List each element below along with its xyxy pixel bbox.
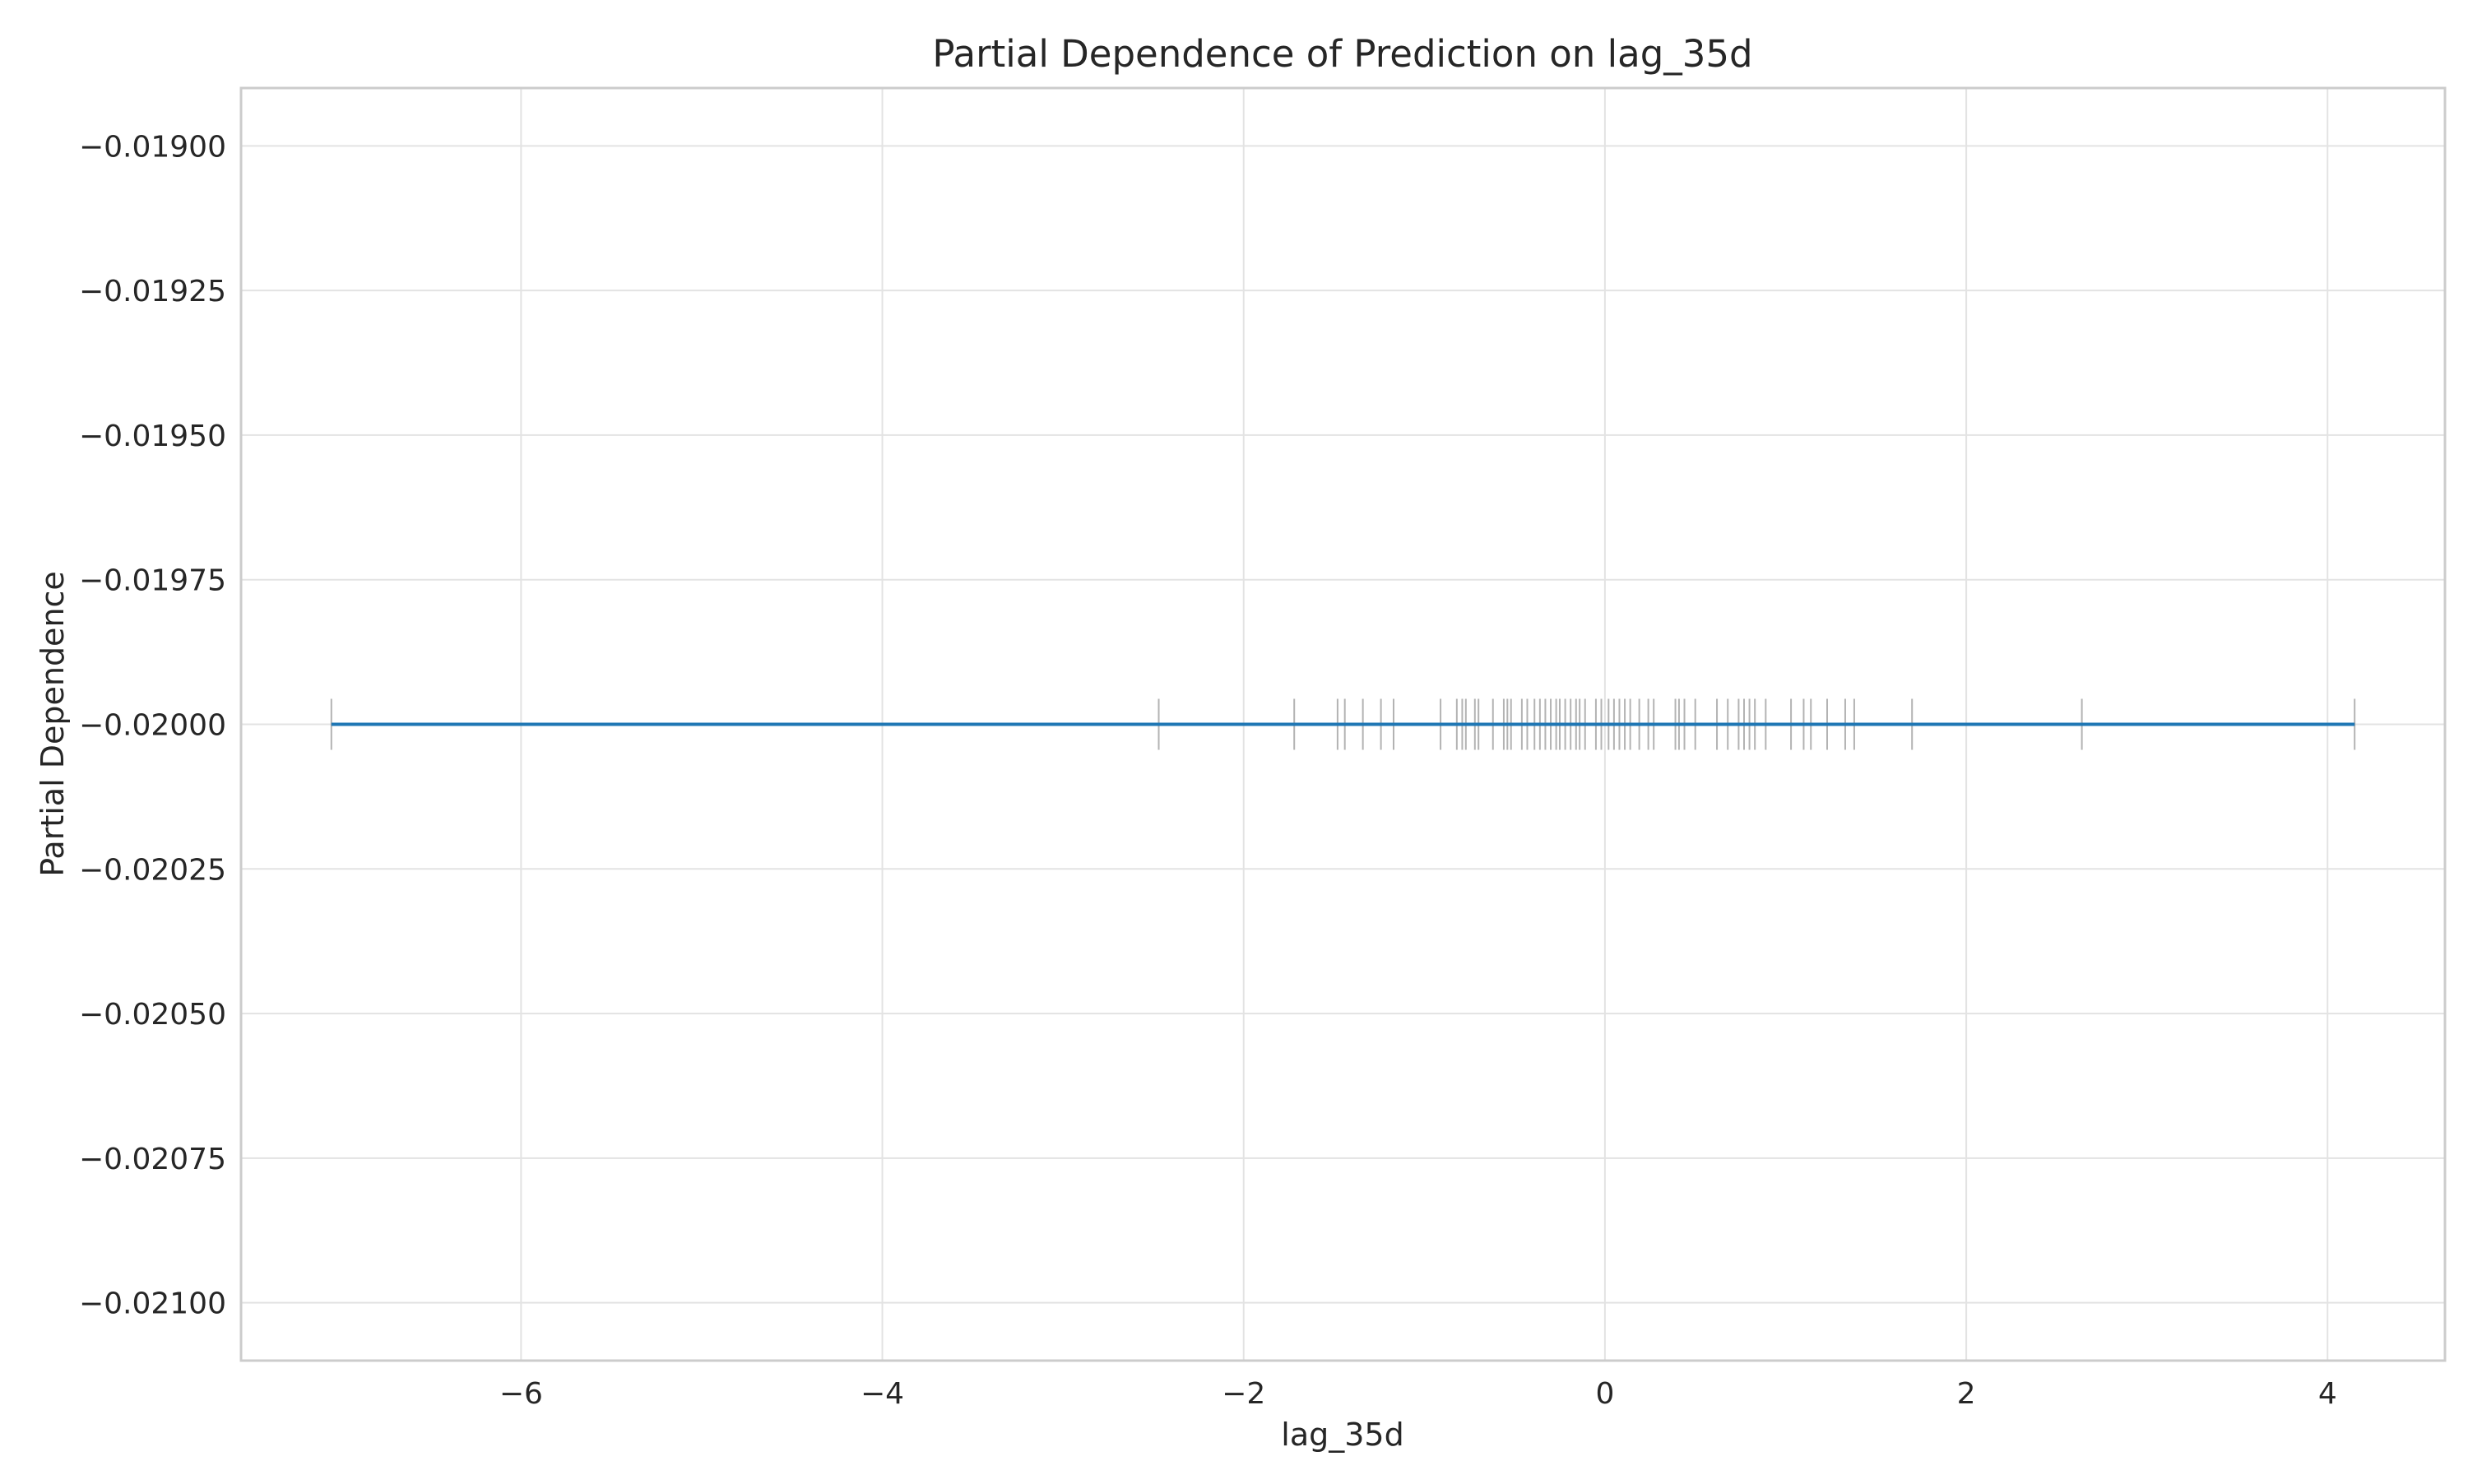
y-tick-label: −0.01900 <box>79 130 226 164</box>
y-tick-labels: −0.01900 −0.01925 −0.01950 −0.01975 −0.02000… <box>79 130 226 1320</box>
x-tick-label: 2 <box>1957 1377 1976 1411</box>
plot-frame <box>239 86 2447 1362</box>
x-axis-label: lag_35d <box>1281 1417 1403 1453</box>
y-tick-label: −0.02050 <box>79 998 226 1032</box>
x-tick-label: 4 <box>2318 1377 2337 1411</box>
x-tick-label: −4 <box>861 1377 904 1411</box>
y-tick-label: −0.02025 <box>79 853 226 887</box>
x-tick-label: −2 <box>1222 1377 1265 1411</box>
y-tick-label: −0.01925 <box>79 275 226 308</box>
chart-title: Partial Dependence of Prediction on lag_… <box>932 32 1752 76</box>
y-tick-label: −0.01950 <box>79 420 226 453</box>
y-tick-label: −0.02100 <box>79 1287 226 1321</box>
x-tick-labels: −6 −4 −2 0 2 4 <box>499 1377 2337 1411</box>
x-tick-label: −6 <box>499 1377 543 1411</box>
y-tick-label: −0.01975 <box>79 564 226 598</box>
y-tick-label: −0.02000 <box>79 709 226 743</box>
y-axis-label: Partial Dependence <box>35 571 71 877</box>
x-tick-label: 0 <box>1595 1377 1614 1411</box>
y-tick-label: −0.02075 <box>79 1143 226 1176</box>
